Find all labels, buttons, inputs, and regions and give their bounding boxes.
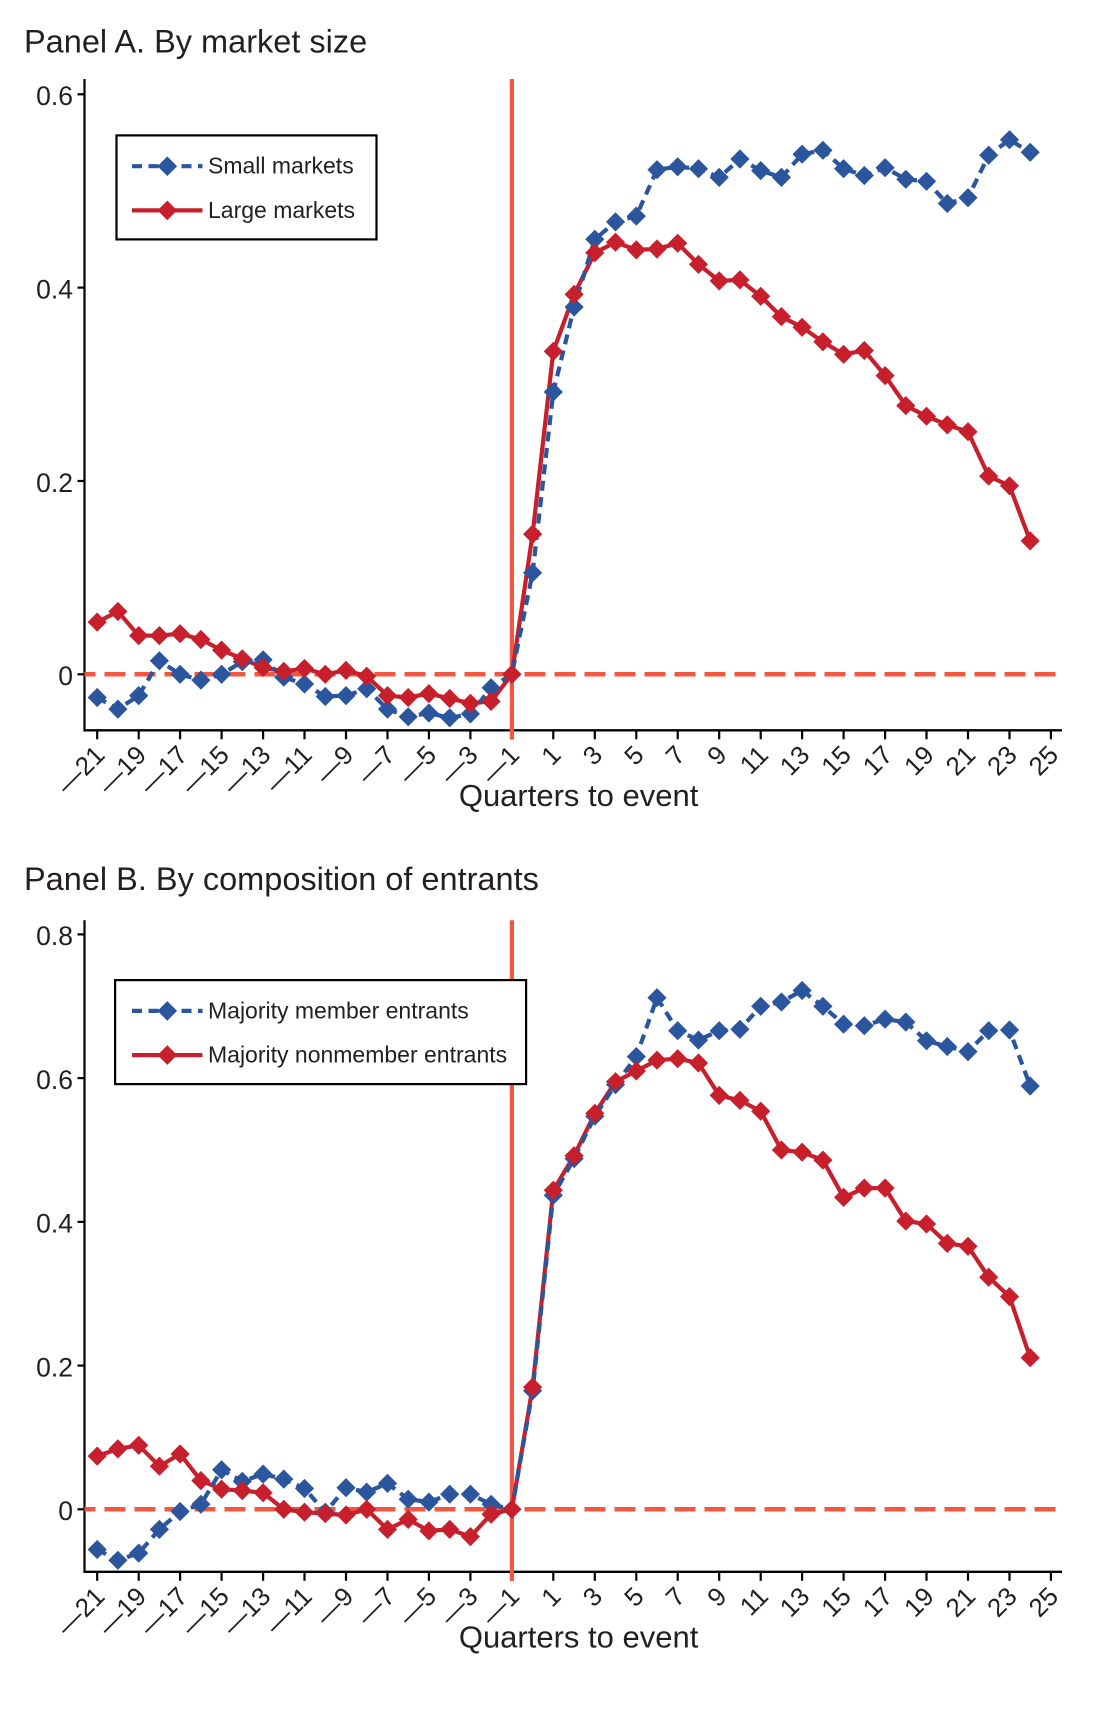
svg-text:0.6: 0.6 <box>36 81 73 111</box>
svg-text:0.4: 0.4 <box>36 274 73 304</box>
svg-text:Majority member entrants: Majority member entrants <box>208 997 469 1023</box>
svg-text:0.2: 0.2 <box>36 1352 73 1382</box>
svg-text:Small markets: Small markets <box>208 153 354 179</box>
svg-text:0.4: 0.4 <box>36 1209 73 1239</box>
svg-text:Panel A. By market size: Panel A. By market size <box>24 23 367 59</box>
svg-text:0.6: 0.6 <box>36 1065 73 1095</box>
svg-text:0.8: 0.8 <box>36 921 73 951</box>
svg-text:0.2: 0.2 <box>36 468 73 498</box>
svg-text:Majority nonmember entrants: Majority nonmember entrants <box>208 1042 507 1068</box>
svg-text:Quarters to event: Quarters to event <box>459 778 699 813</box>
svg-text:0: 0 <box>58 661 73 691</box>
svg-text:0: 0 <box>58 1496 73 1526</box>
svg-text:Quarters to event: Quarters to event <box>459 1620 699 1655</box>
svg-text:Large markets: Large markets <box>208 197 355 223</box>
svg-text:Panel B. By composition of ent: Panel B. By composition of entrants <box>24 861 539 897</box>
